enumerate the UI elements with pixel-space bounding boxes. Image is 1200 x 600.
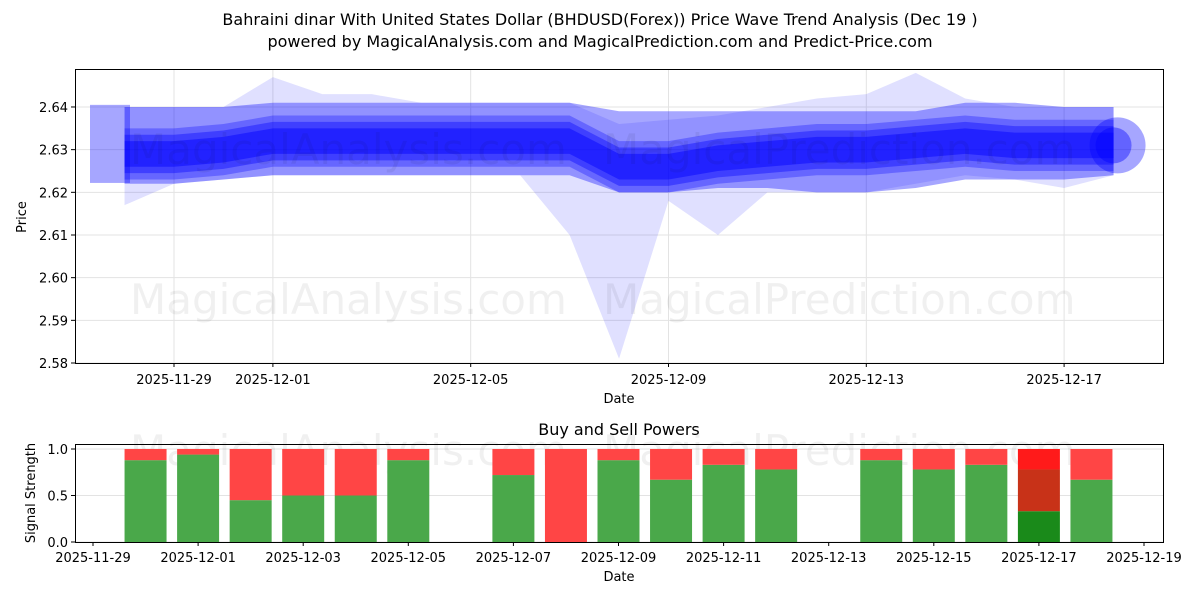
watermark-analysis-main: MagicalAnalysis.com (130, 275, 567, 324)
svg-text:2025-12-09: 2025-12-09 (581, 551, 657, 566)
signal-x-label: Date (603, 570, 634, 585)
svg-text:2025-12-13: 2025-12-13 (791, 551, 867, 566)
signal-y-axis: 0.0 0.5 1.0 (47, 443, 75, 551)
signal-axes-frame (75, 444, 1164, 543)
svg-text:2025-12-01: 2025-12-01 (160, 551, 236, 566)
svg-text:2025-12-13: 2025-12-13 (829, 373, 905, 388)
svg-text:2025-11-29: 2025-11-29 (136, 373, 212, 388)
svg-text:2.60: 2.60 (39, 272, 68, 287)
svg-text:2025-12-03: 2025-12-03 (265, 551, 341, 566)
svg-text:2025-12-17: 2025-12-17 (1026, 373, 1102, 388)
svg-text:2025-12-11: 2025-12-11 (686, 551, 762, 566)
price-y-axis: 2.58 2.59 2.60 2.61 2.62 2.63 2.64 (39, 101, 75, 372)
svg-text:2025-12-17: 2025-12-17 (1001, 551, 1077, 566)
svg-text:2025-12-15: 2025-12-15 (896, 551, 972, 566)
svg-text:2025-12-07: 2025-12-07 (476, 551, 552, 566)
price-wave-bands (90, 72, 1146, 359)
watermark-prediction-main: MagicalPrediction.com (603, 275, 1076, 324)
svg-text:0.0: 0.0 (47, 536, 68, 551)
svg-text:1.0: 1.0 (47, 443, 68, 458)
price-x-axis: 2025-11-29 2025-12-01 2025-12-05 2025-12-09… (136, 363, 1102, 388)
price-x-label: Date (603, 392, 634, 407)
svg-text:2.61: 2.61 (39, 229, 68, 244)
svg-text:0.5: 0.5 (47, 490, 68, 505)
svg-text:2025-12-09: 2025-12-09 (631, 373, 707, 388)
price-y-label: Price (15, 201, 30, 233)
svg-text:2025-12-01: 2025-12-01 (235, 373, 311, 388)
signal-chart-title: Buy and Sell Powers (538, 420, 700, 439)
svg-text:2.59: 2.59 (39, 314, 68, 329)
svg-text:2.63: 2.63 (39, 144, 68, 159)
svg-text:2025-11-29: 2025-11-29 (55, 551, 131, 566)
watermark-prediction-main-top: MagicalPrediction.com (603, 125, 1076, 174)
price-axes-frame (75, 69, 1164, 364)
svg-text:2025-12-05: 2025-12-05 (371, 551, 447, 566)
svg-text:2.62: 2.62 (39, 186, 68, 201)
signal-y-label: Signal Strength (24, 443, 39, 543)
svg-text:2.58: 2.58 (39, 357, 68, 372)
signal-x-axis: 2025-11-29 2025-12-01 2025-12-03 2025-12-05… (55, 542, 1182, 566)
price-grid (75, 69, 1163, 364)
chart-title: Bahraini dinar With United States Dollar… (222, 10, 978, 29)
chart-subtitle: powered by MagicalAnalysis.com and Magic… (267, 32, 933, 51)
svg-text:2025-12-19: 2025-12-19 (1106, 551, 1182, 566)
signal-bars (124, 449, 1113, 542)
svg-text:2.64: 2.64 (39, 101, 68, 116)
watermark-analysis-main-top: MagicalAnalysis.com (130, 125, 567, 174)
svg-text:2025-12-05: 2025-12-05 (433, 373, 509, 388)
